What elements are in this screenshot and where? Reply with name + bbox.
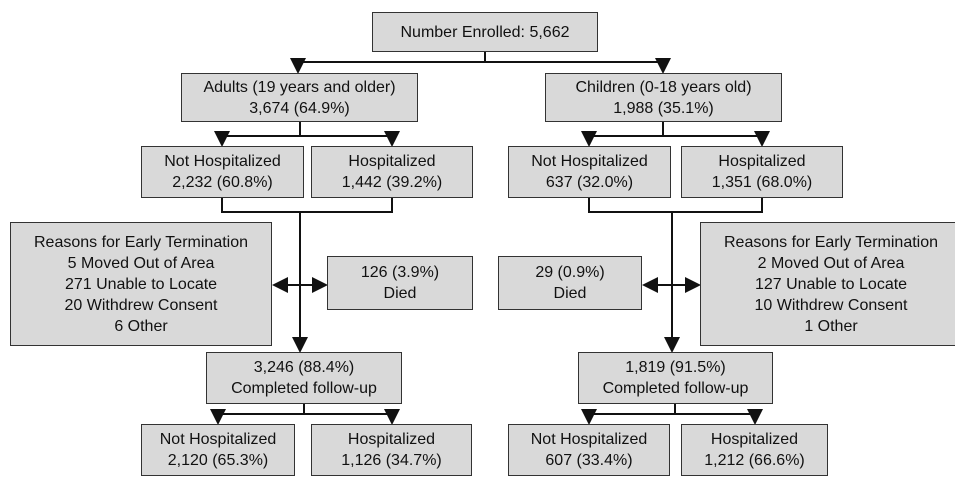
node-text: 3,674 (64.9%) [249,99,350,117]
node-box: Hospitalized 1,351 (68.0%) [681,146,843,198]
node-text: Not Hospitalized [531,153,648,170]
node-text: 271 Unable to Locate [64,275,218,293]
node-box: Hospitalized 1,212 (66.6%) [681,424,828,476]
node-box: Not Hospitalized 2,232 (60.8%) [141,146,304,198]
node-text: 1,819 (91.5%) [625,359,726,376]
node-box: Adults (19 years and older) 3,674 (64.9%) [181,73,418,122]
node-text: Number Enrolled: 5,662 [400,23,570,41]
node-text: Hospitalized [718,153,806,170]
node-text: 1,126 (34.7%) [341,452,442,469]
node-box: Not Hospitalized 637 (32.0%) [508,146,671,198]
node-text: 1 Other [804,317,858,335]
node-box: Reasons for Early Termination 2 Moved Out… [700,222,955,346]
node-text: 637 (32.0%) [545,174,634,191]
node-text: Completed follow-up [602,380,749,397]
node-box: Children (0-18 years old) 1,988 (35.1%) [545,73,782,122]
node-text: Hospitalized [348,153,436,170]
node-text: Children (0-18 years old) [575,78,752,96]
node-text: Completed follow-up [231,380,377,397]
node-box: 1,819 (91.5%) Completed follow-up [578,352,773,404]
node-text: Not Hospitalized [159,431,277,448]
node-box: Number Enrolled: 5,662 [372,12,598,52]
node-text: 2,120 (65.3%) [167,452,269,469]
node-text: 1,988 (35.1%) [613,99,714,117]
node-text: Hospitalized [710,431,799,448]
node-text: Not Hospitalized [530,431,648,448]
node-text: 126 (3.9%) [360,264,440,281]
node-text: 1,212 (66.6%) [704,452,805,469]
node-text: Reasons for Early Termination [723,233,939,251]
node-text: Adults (19 years and older) [203,78,396,96]
node-text: 20 Withdrew Consent [64,296,218,314]
node-text: Died [383,285,417,302]
node-box: 126 (3.9%) Died [327,256,473,310]
node-text: 2 Moved Out of Area [757,254,905,272]
node-text: Not Hospitalized [164,153,281,170]
node-text: Hospitalized [347,431,436,448]
node-box: Hospitalized 1,442 (39.2%) [311,146,473,198]
node-text: 29 (0.9%) [535,264,605,281]
node-text: Died [553,285,587,302]
node-box: Not Hospitalized 607 (33.4%) [508,424,670,476]
node-text: 1,442 (39.2%) [341,174,443,191]
node-box: 29 (0.9%) Died [498,256,642,310]
arrows [210,52,770,425]
node-text: Reasons for Early Termination [33,233,249,251]
node-text: 10 Withdrew Consent [754,296,908,314]
node-text: 6 Other [114,317,168,335]
node-box: Reasons for Early Termination 5 Moved Out… [10,222,272,346]
node-text: 2,232 (60.8%) [172,174,273,191]
node-text: 127 Unable to Locate [754,275,908,293]
node-box: 3,246 (88.4%) Completed follow-up [206,352,402,404]
node-text: 1,351 (68.0%) [711,174,813,191]
node-box: Hospitalized 1,126 (34.7%) [311,424,472,476]
node-box: Not Hospitalized 2,120 (65.3%) [141,424,295,476]
node-text: 607 (33.4%) [545,452,633,469]
node-text: 3,246 (88.4%) [253,359,355,376]
node-text: 5 Moved Out of Area [67,254,215,272]
